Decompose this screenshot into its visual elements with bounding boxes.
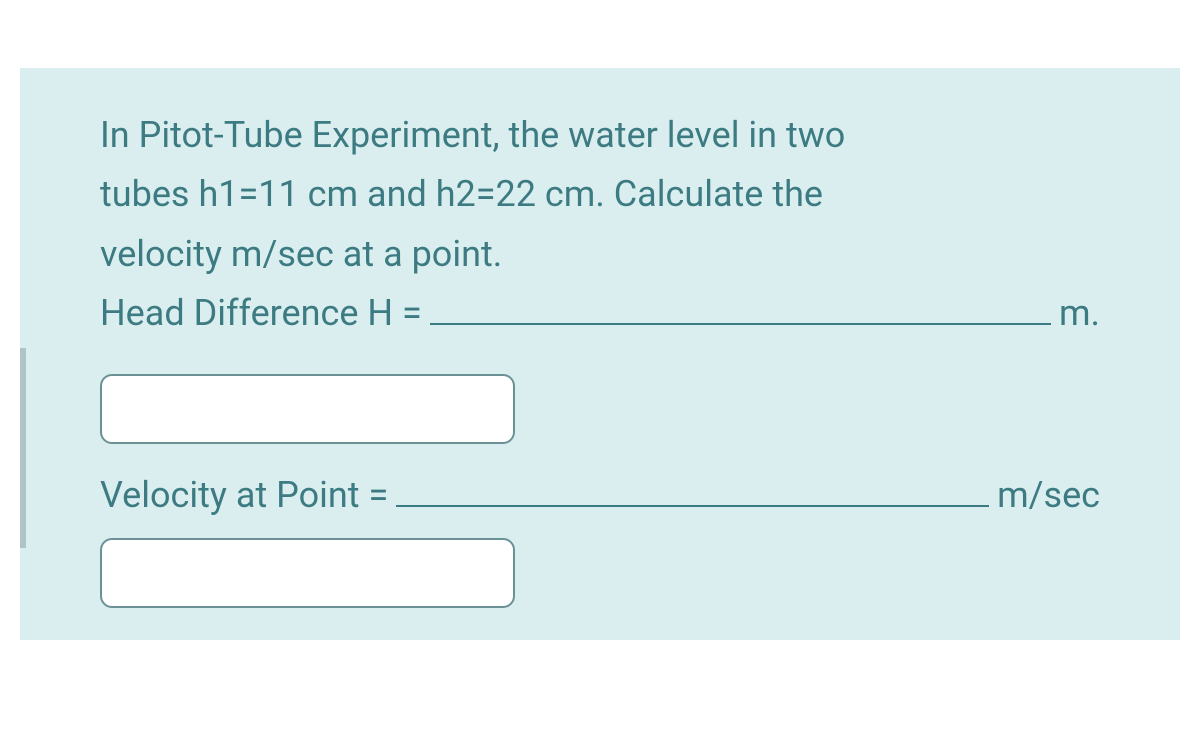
velocity-block: Velocity at Point = m/sec [100,474,1120,608]
head-difference-unit: m. [1059,284,1120,343]
question-line-2: tubes h1=11 cm and h2=22 cm. Calculate t… [100,165,1120,224]
question-line-3: velocity m/sec at a point. [100,225,1120,284]
top-spacer [20,18,1180,68]
head-difference-label: Head Difference H = [100,284,422,343]
head-difference-row: Head Difference H = m. [100,284,1120,343]
velocity-label: Velocity at Point = [100,474,388,516]
question-panel: In Pitot-Tube Experiment, the water leve… [20,68,1180,640]
question-text: In Pitot-Tube Experiment, the water leve… [100,106,1120,344]
head-difference-blank [430,323,1051,325]
question-line-1: In Pitot-Tube Experiment, the water leve… [100,106,1120,165]
left-accent-bar [20,348,26,548]
page-container: In Pitot-Tube Experiment, the water leve… [0,0,1200,747]
velocity-blank [396,505,989,507]
head-difference-input[interactable] [100,374,515,444]
velocity-unit: m/sec [997,474,1120,516]
velocity-row: Velocity at Point = m/sec [100,474,1120,516]
velocity-input[interactable] [100,538,515,608]
